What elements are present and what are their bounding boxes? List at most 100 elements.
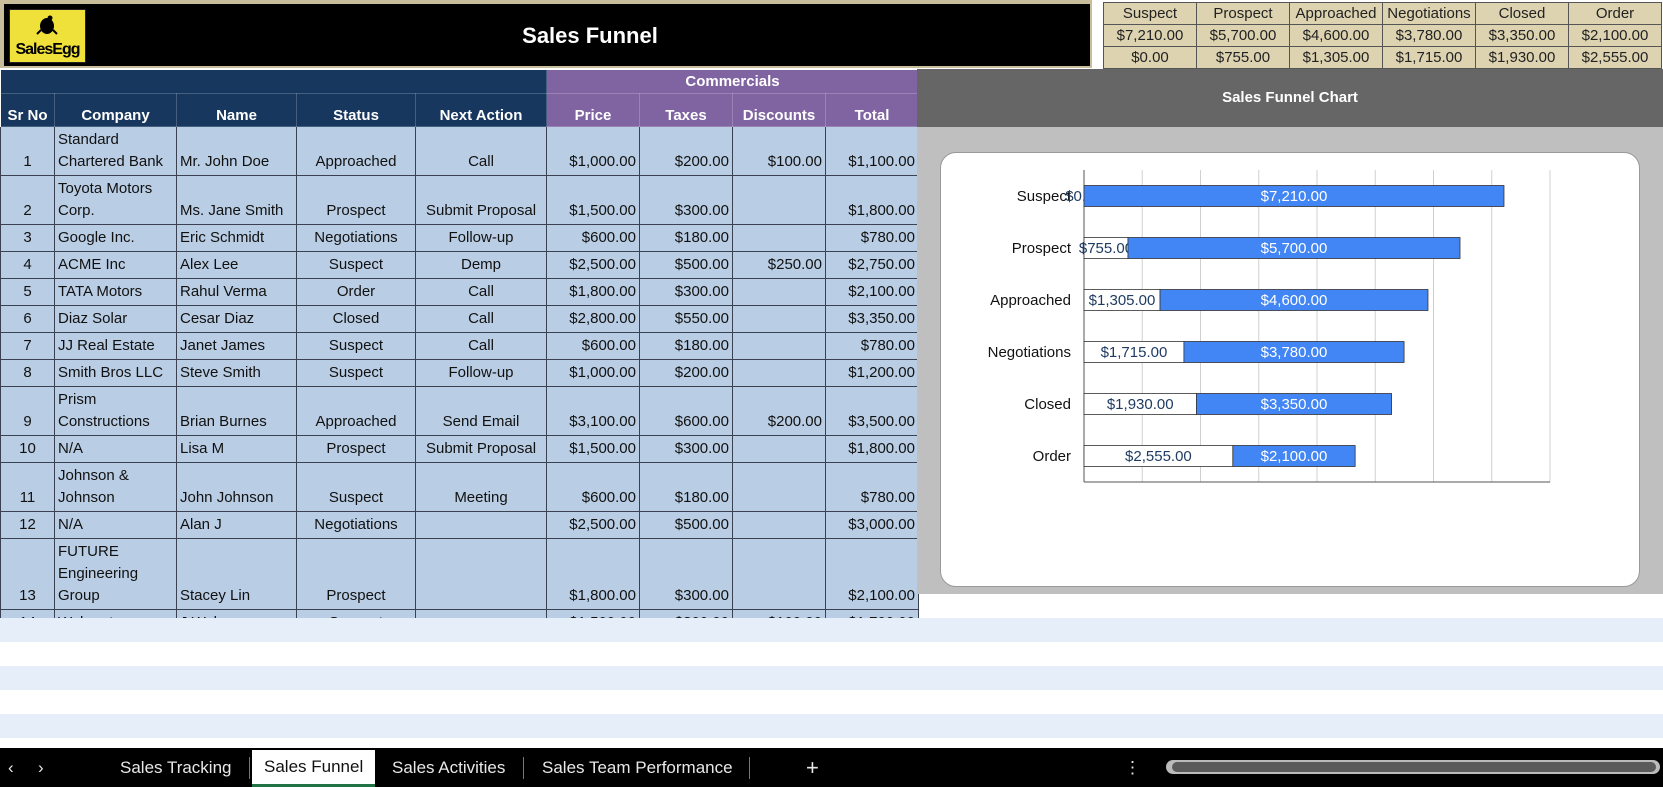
table-cell[interactable]: $300.00 (639, 435, 733, 463)
summary-cell[interactable]: $755.00 (1196, 46, 1290, 69)
summary-cell[interactable]: $1,715.00 (1382, 46, 1476, 69)
table-cell[interactable]: $500.00 (639, 251, 733, 279)
table-cell[interactable]: Send Email (415, 386, 547, 436)
sales-funnel-chart[interactable]: Suspect$0.00$7,210.00Prospect$755.00$5,7… (940, 152, 1640, 587)
table-cell[interactable]: Stacey Lin (176, 538, 297, 610)
summary-cell[interactable]: Order (1568, 2, 1662, 25)
table-cell[interactable]: $300.00 (639, 278, 733, 306)
table-cell[interactable]: Janet James (176, 332, 297, 360)
table-cell[interactable]: 10 (0, 435, 55, 463)
summary-cell[interactable]: $1,305.00 (1289, 46, 1383, 69)
tab-sales-tracking[interactable]: Sales Tracking (120, 758, 232, 777)
table-cell[interactable]: Call (415, 305, 547, 333)
table-cell[interactable]: $600.00 (546, 224, 640, 252)
table-cell[interactable]: Brian Burnes (176, 386, 297, 436)
table-cell[interactable]: John Johnson (176, 462, 297, 512)
table-cell[interactable]: $3,000.00 (825, 511, 919, 539)
table-cell[interactable] (732, 175, 826, 225)
table-cell[interactable]: $180.00 (639, 332, 733, 360)
table-cell[interactable]: Alex Lee (176, 251, 297, 279)
add-sheet-button[interactable]: + (806, 755, 819, 780)
table-cell[interactable]: 12 (0, 511, 55, 539)
table-cell[interactable] (732, 332, 826, 360)
column-header[interactable]: Name (176, 93, 297, 127)
summary-cell[interactable]: $5,700.00 (1196, 24, 1290, 47)
table-cell[interactable]: 7 (0, 332, 55, 360)
summary-cell[interactable]: Negotiations (1382, 2, 1476, 25)
table-cell[interactable]: Call (415, 278, 547, 306)
table-cell[interactable]: Johnson & Johnson (54, 462, 177, 512)
table-cell[interactable]: $600.00 (546, 332, 640, 360)
table-cell[interactable]: $1,500.00 (546, 175, 640, 225)
table-cell[interactable] (732, 359, 826, 387)
table-cell[interactable]: $2,100.00 (825, 538, 919, 610)
summary-cell[interactable]: $3,780.00 (1382, 24, 1476, 47)
table-cell[interactable]: $3,500.00 (825, 386, 919, 436)
table-cell[interactable]: Suspect (296, 359, 416, 387)
table-cell[interactable]: JJ Real Estate (54, 332, 177, 360)
table-cell[interactable]: $1,500.00 (546, 435, 640, 463)
tab-scroll-next-button[interactable]: › (38, 758, 44, 777)
column-header[interactable]: Status (296, 93, 416, 127)
table-cell[interactable]: $780.00 (825, 332, 919, 360)
table-cell[interactable]: $200.00 (639, 359, 733, 387)
table-cell[interactable]: $200.00 (732, 386, 826, 436)
summary-cell[interactable]: Prospect (1196, 2, 1290, 25)
table-cell[interactable]: Suspect (296, 332, 416, 360)
table-cell[interactable]: Alan J (176, 511, 297, 539)
table-cell[interactable]: Negotiations (296, 511, 416, 539)
table-cell[interactable]: Demp (415, 251, 547, 279)
table-cell[interactable]: $1,100.00 (825, 126, 919, 176)
table-cell[interactable]: 13 (0, 538, 55, 610)
table-cell[interactable]: Toyota Motors Corp. (54, 175, 177, 225)
table-cell[interactable] (732, 538, 826, 610)
table-cell[interactable] (415, 538, 547, 610)
column-header[interactable]: Taxes (639, 93, 733, 127)
summary-cell[interactable]: $0.00 (1103, 46, 1197, 69)
summary-cell[interactable]: Suspect (1103, 2, 1197, 25)
table-cell[interactable]: Call (415, 332, 547, 360)
column-header[interactable]: Total (825, 93, 919, 127)
table-cell[interactable]: $180.00 (639, 224, 733, 252)
table-cell[interactable]: N/A (54, 435, 177, 463)
table-cell[interactable]: $1,800.00 (546, 538, 640, 610)
table-cell[interactable]: Prism Constructions (54, 386, 177, 436)
table-cell[interactable]: $2,800.00 (546, 305, 640, 333)
table-cell[interactable]: 2 (0, 175, 55, 225)
table-cell[interactable]: Submit Proposal (415, 435, 547, 463)
table-cell[interactable]: Call (415, 126, 547, 176)
table-cell[interactable]: Negotiations (296, 224, 416, 252)
summary-cell[interactable]: Closed (1475, 2, 1569, 25)
table-cell[interactable]: Submit Proposal (415, 175, 547, 225)
table-cell[interactable]: $600.00 (546, 462, 640, 512)
table-cell[interactable]: Rahul Verma (176, 278, 297, 306)
summary-cell[interactable]: $1,930.00 (1475, 46, 1569, 69)
column-header[interactable]: Next Action (415, 93, 547, 127)
table-cell[interactable]: N/A (54, 511, 177, 539)
table-cell[interactable]: Ms. Jane Smith (176, 175, 297, 225)
table-cell[interactable] (732, 305, 826, 333)
table-cell[interactable]: $2,750.00 (825, 251, 919, 279)
table-cell[interactable]: $600.00 (639, 386, 733, 436)
table-cell[interactable]: $1,200.00 (825, 359, 919, 387)
table-cell[interactable]: TATA Motors (54, 278, 177, 306)
table-cell[interactable]: 11 (0, 462, 55, 512)
table-cell[interactable]: Order (296, 278, 416, 306)
more-options-icon[interactable]: ⋮ (1124, 758, 1141, 777)
table-cell[interactable]: $2,100.00 (825, 278, 919, 306)
table-cell[interactable] (732, 462, 826, 512)
table-cell[interactable]: $200.00 (639, 126, 733, 176)
column-header[interactable]: Sr No (0, 93, 55, 127)
table-cell[interactable]: Standard Chartered Bank (54, 126, 177, 176)
chart-card[interactable] (940, 152, 1640, 587)
table-cell[interactable]: 3 (0, 224, 55, 252)
scrollbar-thumb[interactable] (1172, 762, 1656, 772)
table-cell[interactable]: Suspect (296, 462, 416, 512)
table-cell[interactable]: Prospect (296, 435, 416, 463)
table-cell[interactable]: $3,100.00 (546, 386, 640, 436)
table-cell[interactable]: 8 (0, 359, 55, 387)
table-cell[interactable] (732, 435, 826, 463)
table-cell[interactable]: Mr. John Doe (176, 126, 297, 176)
summary-cell[interactable]: Approached (1289, 2, 1383, 25)
table-cell[interactable]: $1,800.00 (825, 435, 919, 463)
